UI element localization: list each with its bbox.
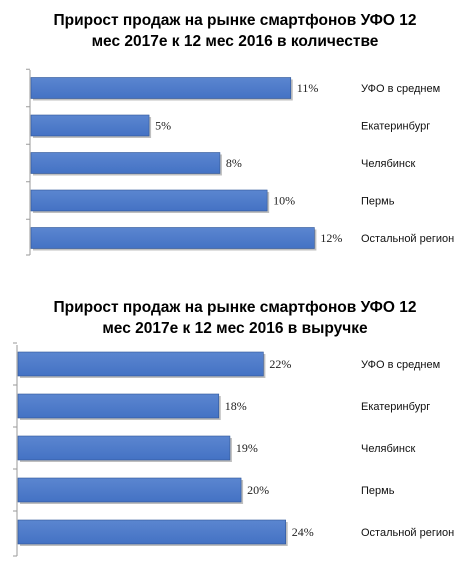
data-label: 24%: [292, 525, 314, 539]
category-label: УФО в среднем: [361, 359, 440, 371]
category-label: Остальной регион: [361, 233, 454, 245]
data-label: 5%: [155, 119, 171, 133]
chart-quantity: Прирост продаж на рынке смартфонов УФО 1…: [0, 0, 470, 270]
bar: [17, 477, 242, 503]
bar: [17, 435, 231, 461]
category-label: Екатеринбург: [361, 401, 430, 413]
category-label: Пермь: [361, 196, 395, 208]
chart-title-line-1: Прирост продаж на рынке смартфонов УФО 1…: [53, 299, 417, 316]
data-label: 10%: [273, 194, 295, 208]
bar: [17, 351, 264, 377]
data-label: 20%: [247, 483, 269, 497]
data-label: 8%: [226, 156, 242, 170]
bar-plot-quantity: 11% УФО в среднем 5% Екатеринбург 8% Челябинс…: [26, 68, 454, 256]
category-label: Пермь: [361, 485, 395, 497]
data-label: 18%: [225, 399, 247, 413]
data-label: 19%: [236, 441, 258, 455]
bar: [30, 152, 221, 174]
category-label: Остальной регион: [361, 527, 454, 539]
bar: [30, 114, 150, 137]
data-label: 11%: [297, 81, 319, 95]
data-label: 22%: [269, 357, 291, 371]
bar: [30, 227, 315, 249]
chart-title-line-1: Прирост продаж на рынке смартфонов УФО 1…: [53, 12, 417, 29]
category-label: Екатеринбург: [361, 121, 430, 133]
category-label: Челябинск: [361, 443, 415, 455]
bar: [17, 393, 220, 419]
bar: [30, 189, 268, 212]
category-label: УФО в среднем: [361, 83, 440, 95]
chart-title-line-2: мес 2017е к 12 мес 2016 в выручке: [102, 320, 368, 337]
data-label: 12%: [320, 231, 342, 245]
chart-title-line-2: мес 2017е к 12 мес 2016 в количестве: [91, 33, 379, 50]
bar: [30, 77, 292, 99]
category-label: Челябинск: [361, 158, 415, 170]
bar: [17, 519, 286, 545]
